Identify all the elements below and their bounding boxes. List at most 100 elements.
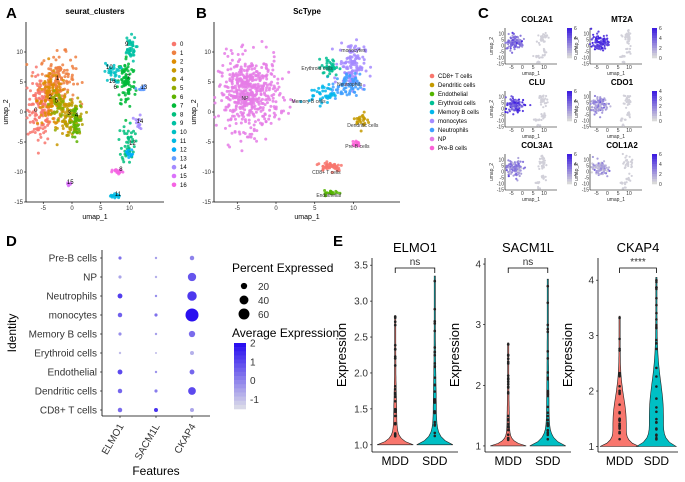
- cluster-point: [35, 121, 39, 125]
- celltype-point: [277, 117, 281, 121]
- celltype-point: [367, 121, 371, 125]
- cluster-point: [64, 72, 68, 76]
- feature-point: [511, 39, 514, 42]
- cluster-point: [70, 103, 74, 107]
- celltype-point: [352, 90, 356, 94]
- feature-point: [517, 42, 520, 45]
- celltype-point: [266, 70, 270, 74]
- cluster-point: [55, 49, 59, 53]
- feature-point: [524, 103, 527, 107]
- feature-point: [625, 33, 629, 36]
- feature-point: [602, 160, 606, 163]
- legend-label: 11: [180, 139, 187, 145]
- feature-point: [629, 44, 632, 48]
- legend-label: 1: [180, 51, 184, 57]
- celltype-point: [243, 76, 247, 80]
- cluster-point: [74, 116, 78, 120]
- violin-title: CKAP4: [617, 240, 660, 255]
- cluster-label: 4: [75, 113, 79, 119]
- celltype-point: [264, 74, 268, 78]
- feature-x-tick: 0: [606, 65, 609, 71]
- violin-y-tick-label: 4: [475, 260, 481, 271]
- feature-point: [515, 177, 518, 180]
- outlier-point: [506, 342, 510, 346]
- outlier-point: [655, 421, 658, 424]
- feature-colorbar-segment: [567, 164, 572, 167]
- feature-point: [607, 102, 611, 105]
- celltype-point: [334, 167, 338, 171]
- cluster-point: [123, 64, 127, 68]
- size-legend-label: 20: [258, 282, 270, 293]
- celltype-point: [323, 89, 327, 93]
- cluster-point: [53, 128, 57, 132]
- cluster-point: [132, 50, 136, 54]
- celltype-point: [327, 95, 331, 99]
- cluster-point: [74, 67, 78, 71]
- celltype-point: [252, 78, 256, 82]
- outlier-point: [393, 388, 397, 391]
- cluster-point: [132, 80, 136, 84]
- outlier-point: [618, 425, 621, 428]
- feature-point: [542, 115, 545, 118]
- celltype-point: [347, 92, 351, 96]
- outlier-point: [433, 329, 437, 333]
- feature-point: [542, 94, 545, 97]
- dot-dendritic-cells-sacm1l: [154, 389, 158, 393]
- feature-colorbar-segment: [652, 171, 657, 175]
- size-legend-dot: [240, 282, 248, 290]
- feature-point: [599, 167, 603, 170]
- celltype-point: [264, 137, 268, 141]
- feature-point: [544, 104, 547, 108]
- dot-cd8-t-cells-ckap4: [190, 408, 194, 412]
- cluster-point: [129, 135, 133, 139]
- feature-colorbar-segment: [567, 96, 572, 99]
- panel-a-y-axis-label: umap_2: [3, 99, 10, 124]
- cluster-point: [34, 74, 38, 78]
- cluster-point: [74, 55, 78, 59]
- celltype-point: [272, 111, 276, 115]
- outlier-point: [655, 311, 658, 315]
- feature-point: [514, 167, 517, 170]
- cluster-point: [128, 72, 132, 76]
- feature-point: [507, 45, 510, 48]
- cluster-point: [138, 88, 142, 92]
- celltype-point: [241, 52, 245, 56]
- celltype-point: [340, 41, 344, 45]
- feature-point: [598, 103, 602, 106]
- feature-title: CLU: [529, 78, 546, 87]
- legend-label: monocytes: [438, 119, 467, 125]
- celltype-point: [276, 81, 280, 85]
- celltype-point: [366, 118, 370, 122]
- celltype-point: [213, 115, 217, 119]
- cluster-point: [39, 135, 43, 139]
- celltype-point: [235, 64, 239, 68]
- feature-colorbar-segment: [567, 53, 572, 56]
- color-legend-label: 1: [250, 357, 256, 368]
- violin-group-label: SDD: [422, 454, 448, 468]
- cluster-5-points: [46, 89, 72, 132]
- outlier-point: [618, 437, 621, 441]
- feature-x-tick: 5: [532, 128, 535, 134]
- feature-point: [619, 55, 623, 58]
- cluster-point: [122, 76, 126, 80]
- celltype-point: [335, 77, 339, 81]
- cluster-point: [59, 66, 63, 70]
- feature-point: [522, 98, 525, 102]
- celltype-point: [351, 83, 355, 87]
- feature-point: [595, 101, 598, 104]
- feature-point: [519, 39, 522, 42]
- celltype-label: Dendritic cells: [347, 123, 379, 129]
- feature-point: [628, 114, 631, 117]
- celltype-point: [253, 85, 257, 89]
- feature-point: [510, 99, 513, 102]
- feature-point: [518, 46, 521, 49]
- cluster-point: [126, 81, 130, 85]
- celltype-point: [336, 167, 340, 171]
- legend-label: 2: [180, 60, 184, 66]
- feature-point: [544, 31, 547, 35]
- celltype-point: [352, 117, 356, 121]
- panel-a-x-tick-label: 5: [99, 206, 103, 212]
- celltype-point: [243, 64, 247, 68]
- dot-neutrophils-sacm1l: [154, 294, 158, 298]
- feature-point: [604, 38, 607, 41]
